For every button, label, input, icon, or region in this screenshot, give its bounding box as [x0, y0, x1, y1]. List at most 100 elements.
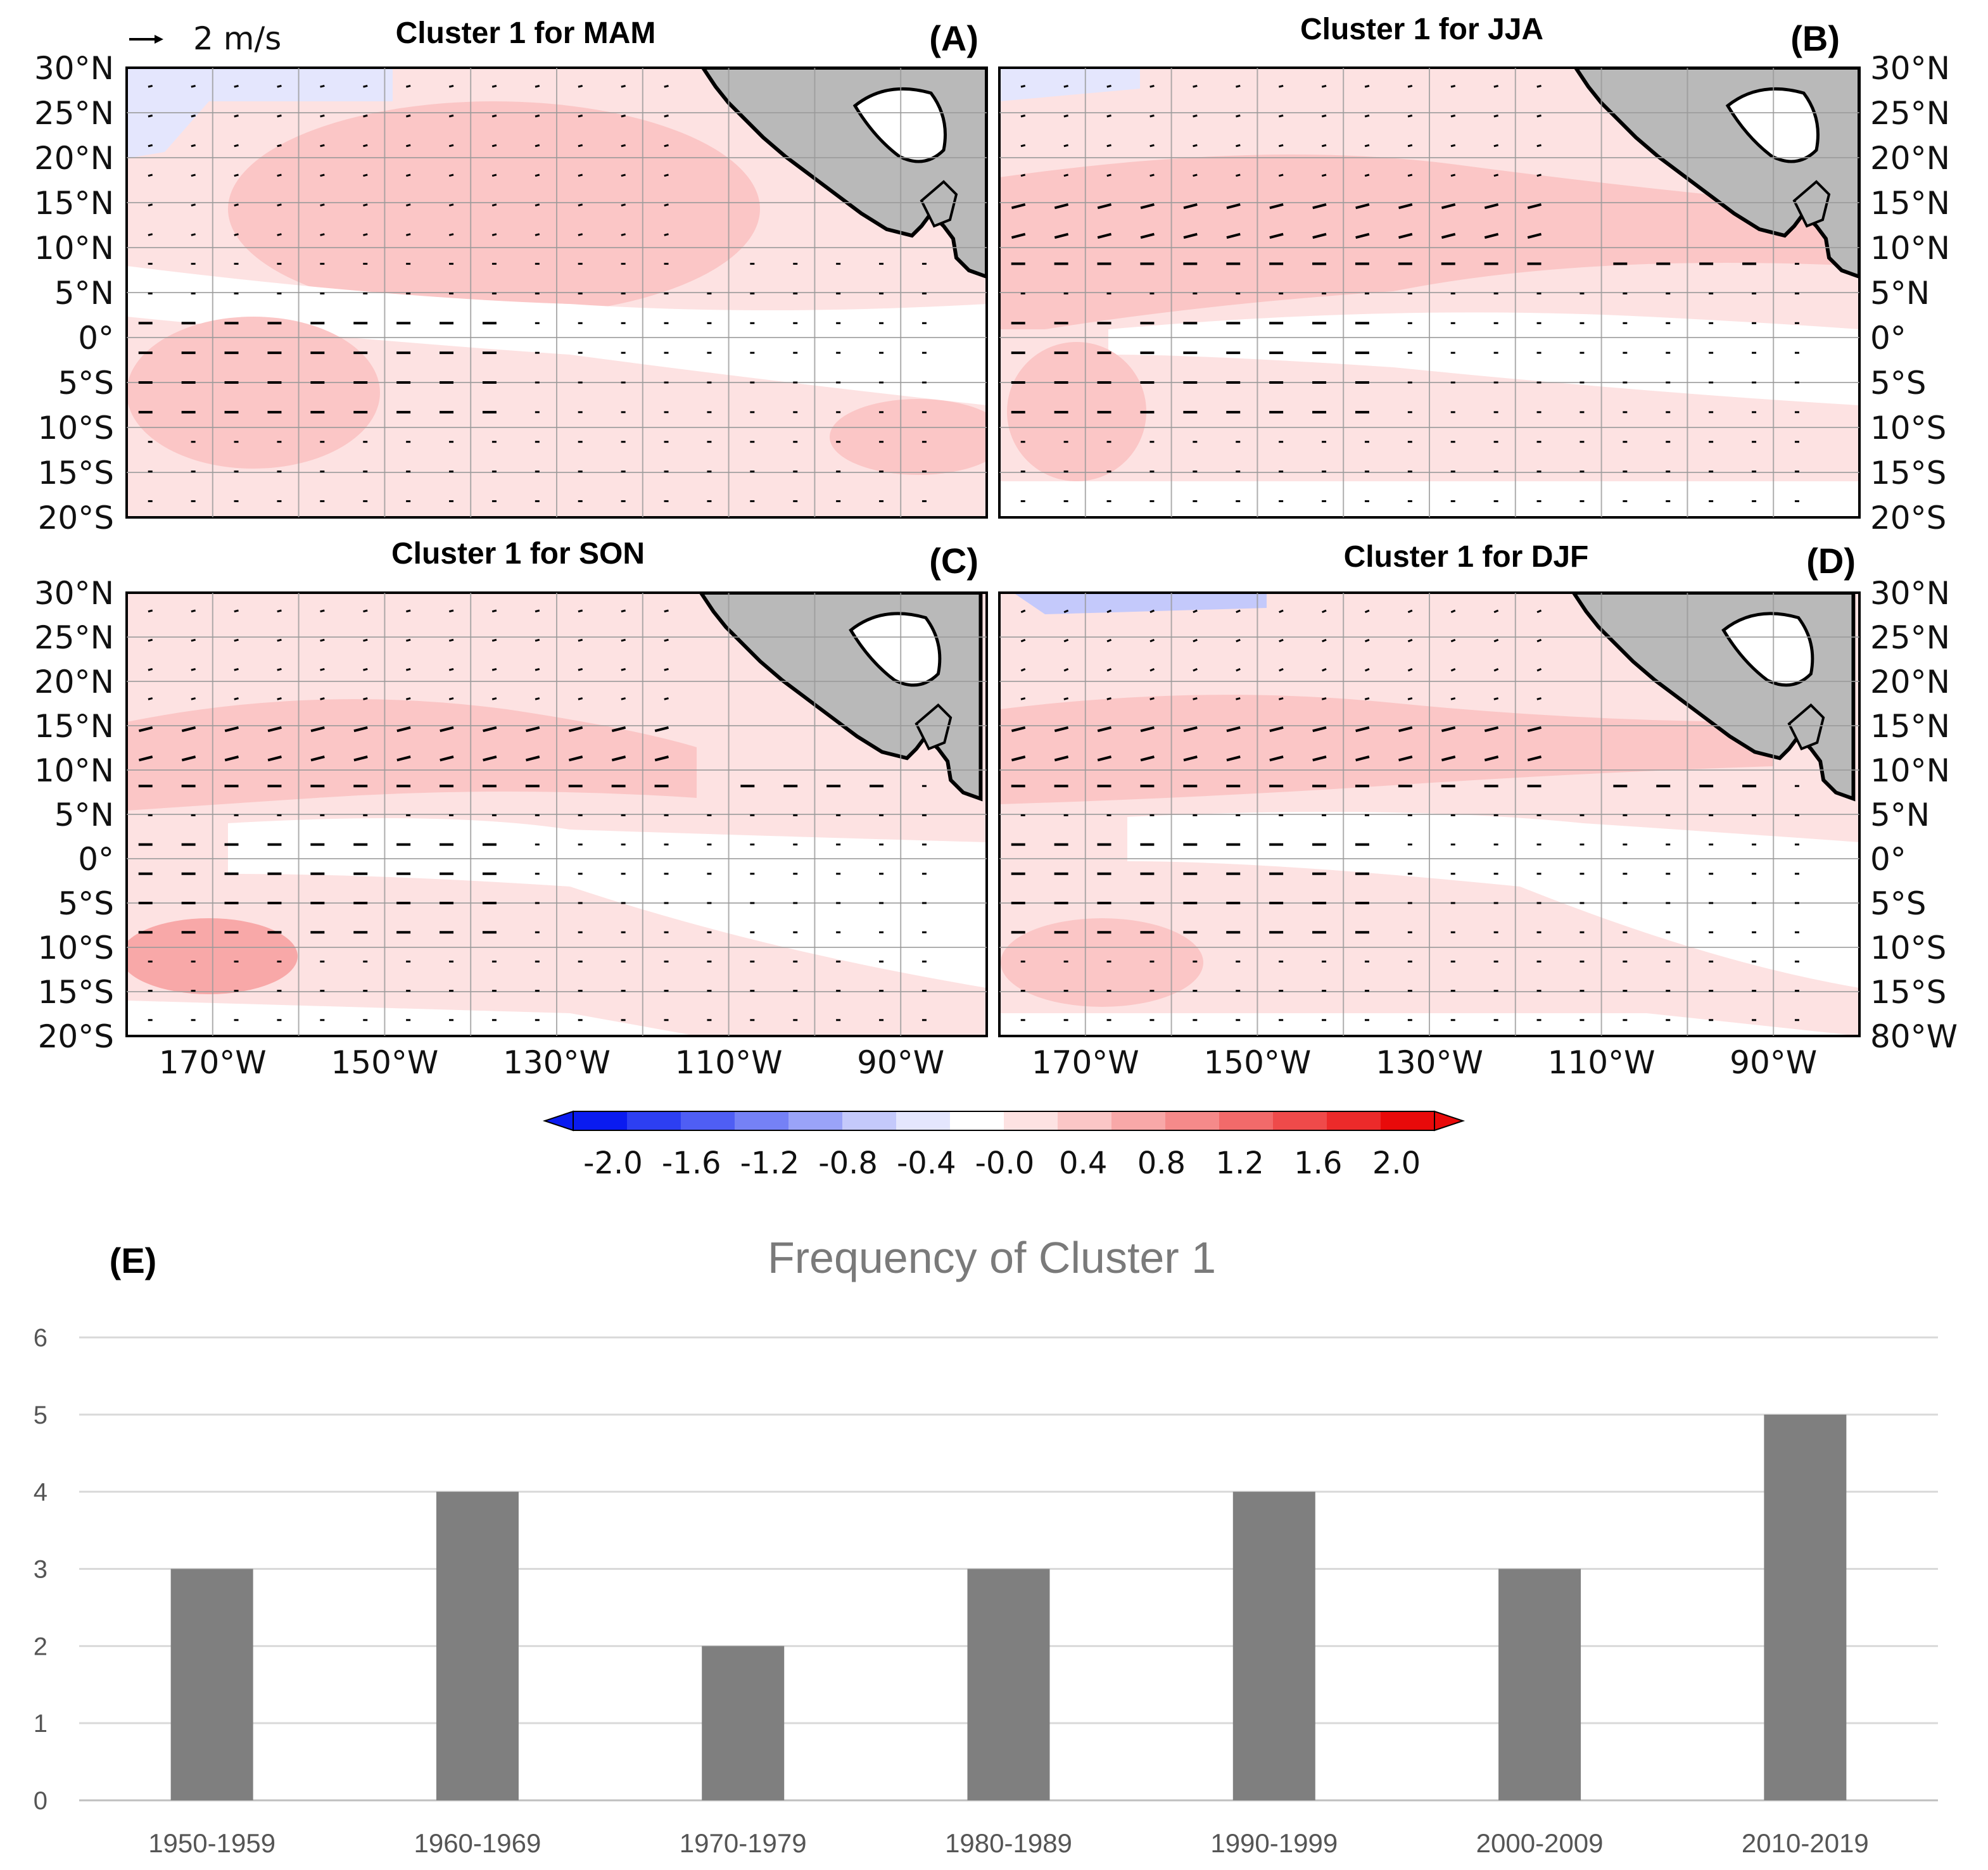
wind-vector-arrow: [191, 667, 196, 671]
bar-2010-2019: [1764, 1414, 1847, 1800]
wind-vector-arrow: [448, 233, 454, 236]
wind-vector-arrow: [1063, 668, 1069, 672]
longitude-label: 150°W: [331, 1044, 438, 1081]
latitude-label: 30°N: [34, 575, 114, 612]
wind-vector-arrow: [320, 667, 325, 671]
wind-vector-arrow: [448, 114, 454, 118]
wind-vector-arrow: [320, 144, 325, 148]
wind-vector-arrow: [1321, 174, 1327, 177]
wind-vector-arrow: [1193, 144, 1198, 148]
wind-vector-arrow: [1450, 84, 1456, 88]
wind-vector-arrow: [1149, 697, 1155, 700]
wind-vector-arrow: [1484, 232, 1499, 239]
mam-warm-core: [228, 101, 760, 317]
wind-vector-arrow: [148, 697, 153, 700]
wind-vector-arrow: [621, 667, 626, 671]
y-tick-label: 2: [34, 1633, 47, 1660]
wind-vector-arrow: [440, 755, 454, 762]
wind-vector-arrow: [234, 174, 239, 177]
colorbar-segment: [681, 1111, 735, 1130]
wind-vector-arrow: [1441, 203, 1456, 210]
latitude-label: 0°: [78, 841, 114, 878]
wind-vector-arrow: [277, 667, 282, 671]
x-tick-label: 1960-1969: [414, 1828, 541, 1858]
wind-vector-arrow: [1106, 668, 1112, 672]
colorbar-tick-label: -0.0: [975, 1146, 1035, 1181]
wind-vector-arrow: [1441, 232, 1456, 239]
map-panel-son: Cluster 1 for SON (C): [125, 537, 988, 1037]
wind-vector-arrow: [234, 114, 239, 118]
colorbar-segment: [1327, 1111, 1381, 1130]
wind-vector-arrow: [1063, 84, 1069, 88]
panel-label-a: (A): [929, 18, 978, 58]
wind-vector-arrow: [1536, 174, 1542, 177]
wind-vector-arrow: [483, 755, 497, 762]
map-title-djf: Cluster 1 for DJF: [1344, 540, 1589, 574]
wind-vector-arrow: [1149, 609, 1155, 614]
wind-vector-arrow: [138, 755, 153, 762]
wind-vector-arrow: [363, 667, 368, 671]
wind-vector-arrow: [405, 84, 411, 88]
vector-key-label: 2 m/s: [193, 20, 281, 57]
wind-vector-arrow: [148, 203, 153, 207]
latitude-label: 25°N: [1870, 619, 1950, 656]
wind-vector-arrow: [1407, 84, 1413, 88]
wind-vector-arrow: [363, 638, 368, 642]
wind-vector-arrow: [396, 726, 411, 733]
colorbar-tick-label: -0.4: [897, 1146, 956, 1181]
wind-vector-arrow: [1279, 668, 1284, 672]
wind-vector-arrow: [1321, 144, 1327, 148]
wind-vector-arrow: [1236, 174, 1241, 177]
wind-vector-arrow: [448, 84, 454, 88]
wind-vector-arrow: [138, 726, 153, 733]
wind-vector-arrow: [1407, 697, 1413, 700]
wind-vector-arrow: [277, 144, 282, 148]
panel-label-e: (E): [110, 1241, 157, 1280]
wind-vector-arrow: [191, 174, 196, 177]
wind-vector-arrow: [405, 233, 411, 236]
wind-vector-arrow: [1020, 114, 1026, 118]
wind-vector-arrow: [491, 144, 497, 148]
wind-vector-arrow: [191, 638, 196, 642]
wind-vector-arrow: [1054, 232, 1069, 239]
latitude-label: 15°N: [34, 708, 114, 745]
wind-vector-arrow: [148, 638, 153, 642]
wind-vector-arrow: [664, 233, 669, 236]
wind-vector-arrow: [224, 755, 239, 762]
latitude-label: 20°S: [1870, 500, 1946, 536]
latitude-label: 30°N: [34, 50, 114, 87]
panel-label-d: (D): [1806, 541, 1856, 581]
wind-vector-arrow: [664, 84, 669, 88]
wind-vector-arrow: [483, 726, 497, 733]
wind-vector-arrow: [578, 638, 583, 642]
vector-key: 2 m/s: [129, 20, 281, 57]
wind-vector-arrow: [1398, 203, 1413, 210]
wind-vector-arrow: [1527, 232, 1542, 239]
wind-vector-arrow: [234, 233, 239, 236]
wind-vector-arrow: [535, 84, 540, 88]
colorbar-segment: [735, 1111, 789, 1130]
wind-vector-arrow: [234, 697, 239, 700]
latitude-label: 5°N: [1870, 797, 1930, 833]
wind-vector-arrow: [1193, 638, 1198, 643]
wind-vector-arrow: [578, 144, 583, 148]
wind-vector-arrow: [1450, 144, 1456, 148]
wind-vector-arrow: [320, 203, 325, 207]
wind-vector-arrow: [1054, 755, 1069, 762]
colorbar-tick-label: 0.4: [1059, 1146, 1107, 1181]
wind-vector-arrow: [1484, 726, 1499, 733]
wind-vector-arrow: [1364, 609, 1370, 614]
latitude-label: 5°S: [1870, 885, 1927, 922]
wind-vector-arrow: [1321, 114, 1327, 118]
wind-vector-arrow: [491, 114, 497, 118]
wind-vector-arrow: [1484, 755, 1499, 762]
wind-vector-arrow: [148, 114, 153, 118]
wind-vector-arrow: [1407, 174, 1413, 177]
colorbar-tick-label: -2.0: [583, 1146, 643, 1181]
wind-vector-arrow: [654, 755, 669, 762]
wind-vector-arrow: [568, 726, 583, 733]
wind-vector-arrow: [234, 144, 239, 148]
latitude-label: 20°N: [34, 664, 114, 700]
colorbar-tick-label: 2.0: [1372, 1146, 1421, 1181]
